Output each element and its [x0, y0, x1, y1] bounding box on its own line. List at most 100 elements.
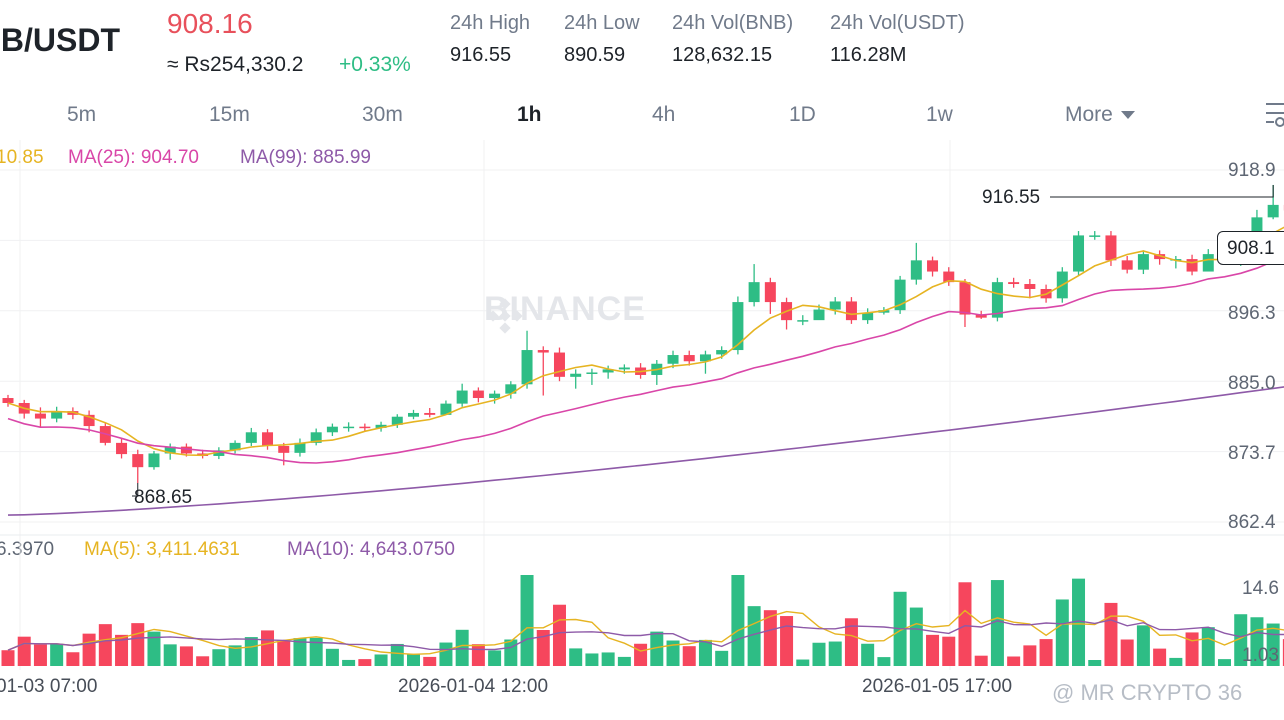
fiat-price: ≈ Rs254,330.2 — [167, 53, 304, 76]
candle-body — [910, 260, 922, 280]
volume-bar — [1136, 625, 1150, 666]
volume-bar — [228, 645, 242, 666]
tab-1d[interactable]: 1D — [789, 103, 816, 126]
price-ma99-legend: MA(99): 885.99 — [240, 147, 371, 168]
candle-body — [586, 372, 598, 374]
volume-ma10-line — [7, 619, 1284, 651]
volume-bar — [390, 643, 404, 666]
logo-diamond — [499, 322, 511, 334]
tab-5m[interactable]: 5m — [67, 103, 97, 126]
volume-ma5-line — [7, 609, 1284, 656]
logo-diamond — [499, 298, 511, 310]
volume-bar — [163, 644, 177, 666]
candle-body — [310, 432, 322, 443]
candle-body — [262, 432, 274, 446]
tab-4h[interactable]: 4h — [652, 103, 676, 126]
volume-bar — [325, 648, 339, 666]
volume-bar — [423, 656, 437, 666]
volume-bar — [1088, 660, 1102, 666]
volume-bar — [1234, 614, 1248, 666]
volume-bar — [617, 656, 631, 666]
volume-bar — [407, 653, 420, 666]
candle-body — [245, 432, 257, 443]
volume-bar — [1055, 599, 1069, 666]
candle-body — [1202, 254, 1214, 272]
tab-1h[interactable]: 1h — [517, 103, 542, 126]
volume-ma10-legend: MA(10): 4,643.0750 — [287, 539, 455, 560]
volume-bar — [650, 631, 664, 666]
logo-diamond — [487, 310, 499, 322]
volume-bar — [455, 629, 469, 666]
volume-bar — [98, 624, 112, 666]
candle-body — [748, 282, 760, 303]
candle-body — [991, 282, 1003, 318]
logo-diamond — [511, 310, 523, 322]
candle-body — [959, 282, 971, 315]
chart-settings-icon[interactable] — [1262, 100, 1284, 130]
ma99-line — [7, 386, 1284, 516]
volume-bar — [861, 643, 875, 666]
candle-body — [1154, 254, 1166, 260]
volume-bar — [244, 637, 258, 666]
candle-body — [51, 411, 63, 419]
volume-bar — [828, 641, 842, 666]
candle-body — [602, 369, 614, 373]
tab-more[interactable]: More — [1065, 103, 1135, 127]
volume-bar — [812, 642, 826, 666]
candle-body — [278, 445, 290, 453]
volume-bar — [17, 636, 31, 666]
candle-body — [943, 271, 955, 283]
tab-1w[interactable]: 1w — [926, 103, 953, 126]
candle-body — [553, 352, 565, 377]
volume-bar — [66, 652, 80, 666]
stat-24h-vol-quote-value: 116.28M — [830, 44, 907, 66]
volume-bar — [33, 644, 47, 666]
volume-bar — [698, 639, 712, 666]
volume-bar — [974, 655, 988, 666]
trading-pair-title[interactable]: IB/USDT — [0, 22, 120, 58]
candle-body — [716, 350, 728, 355]
time-axis-label: 2026-01-04 12:00 — [398, 676, 549, 697]
volume-bar — [682, 646, 696, 666]
candle-body — [845, 301, 857, 321]
volume-bar — [82, 633, 96, 666]
volume-bar — [601, 652, 615, 666]
volume-bar — [942, 636, 956, 666]
stat-24h-vol-quote-label: 24h Vol(USDT) — [830, 12, 965, 34]
volume-bar — [731, 575, 745, 666]
candle-body — [2, 398, 14, 404]
candle-body — [83, 414, 95, 427]
volume-bar — [131, 623, 145, 666]
volume-bar — [471, 644, 485, 666]
stat-24h-low-value: 890.59 — [564, 44, 626, 66]
volume-legend: 6.3970 — [0, 539, 55, 560]
candle-body — [667, 355, 679, 364]
volume-bar — [666, 640, 680, 666]
volume-bar — [358, 659, 372, 666]
candle-body — [764, 282, 776, 303]
candle-body — [440, 403, 452, 415]
tab-15m[interactable]: 15m — [209, 103, 250, 126]
candle-body — [424, 412, 436, 415]
more-label: More — [1065, 103, 1113, 126]
candle-body — [813, 309, 825, 321]
candle-body — [1105, 235, 1117, 261]
volume-bar — [277, 640, 291, 666]
volume-bar — [877, 657, 891, 666]
candle-body — [294, 442, 306, 453]
volume-bar — [1120, 639, 1134, 666]
volume-bar — [634, 643, 648, 666]
volume-bar — [569, 648, 583, 666]
stat-24h-high-value: 916.55 — [450, 44, 512, 66]
candle-body — [213, 450, 225, 456]
volume-bar — [488, 650, 502, 666]
brand-watermark: BINANCE — [484, 290, 646, 328]
volume-bar — [115, 634, 129, 666]
high-pointer — [1050, 184, 1274, 198]
tab-30m[interactable]: 30m — [362, 103, 403, 126]
candle-body — [1251, 217, 1263, 236]
candle-body — [343, 426, 355, 429]
last-price: 908.16 — [167, 8, 253, 39]
time-axis-label: 01-03 07:00 — [0, 676, 98, 697]
